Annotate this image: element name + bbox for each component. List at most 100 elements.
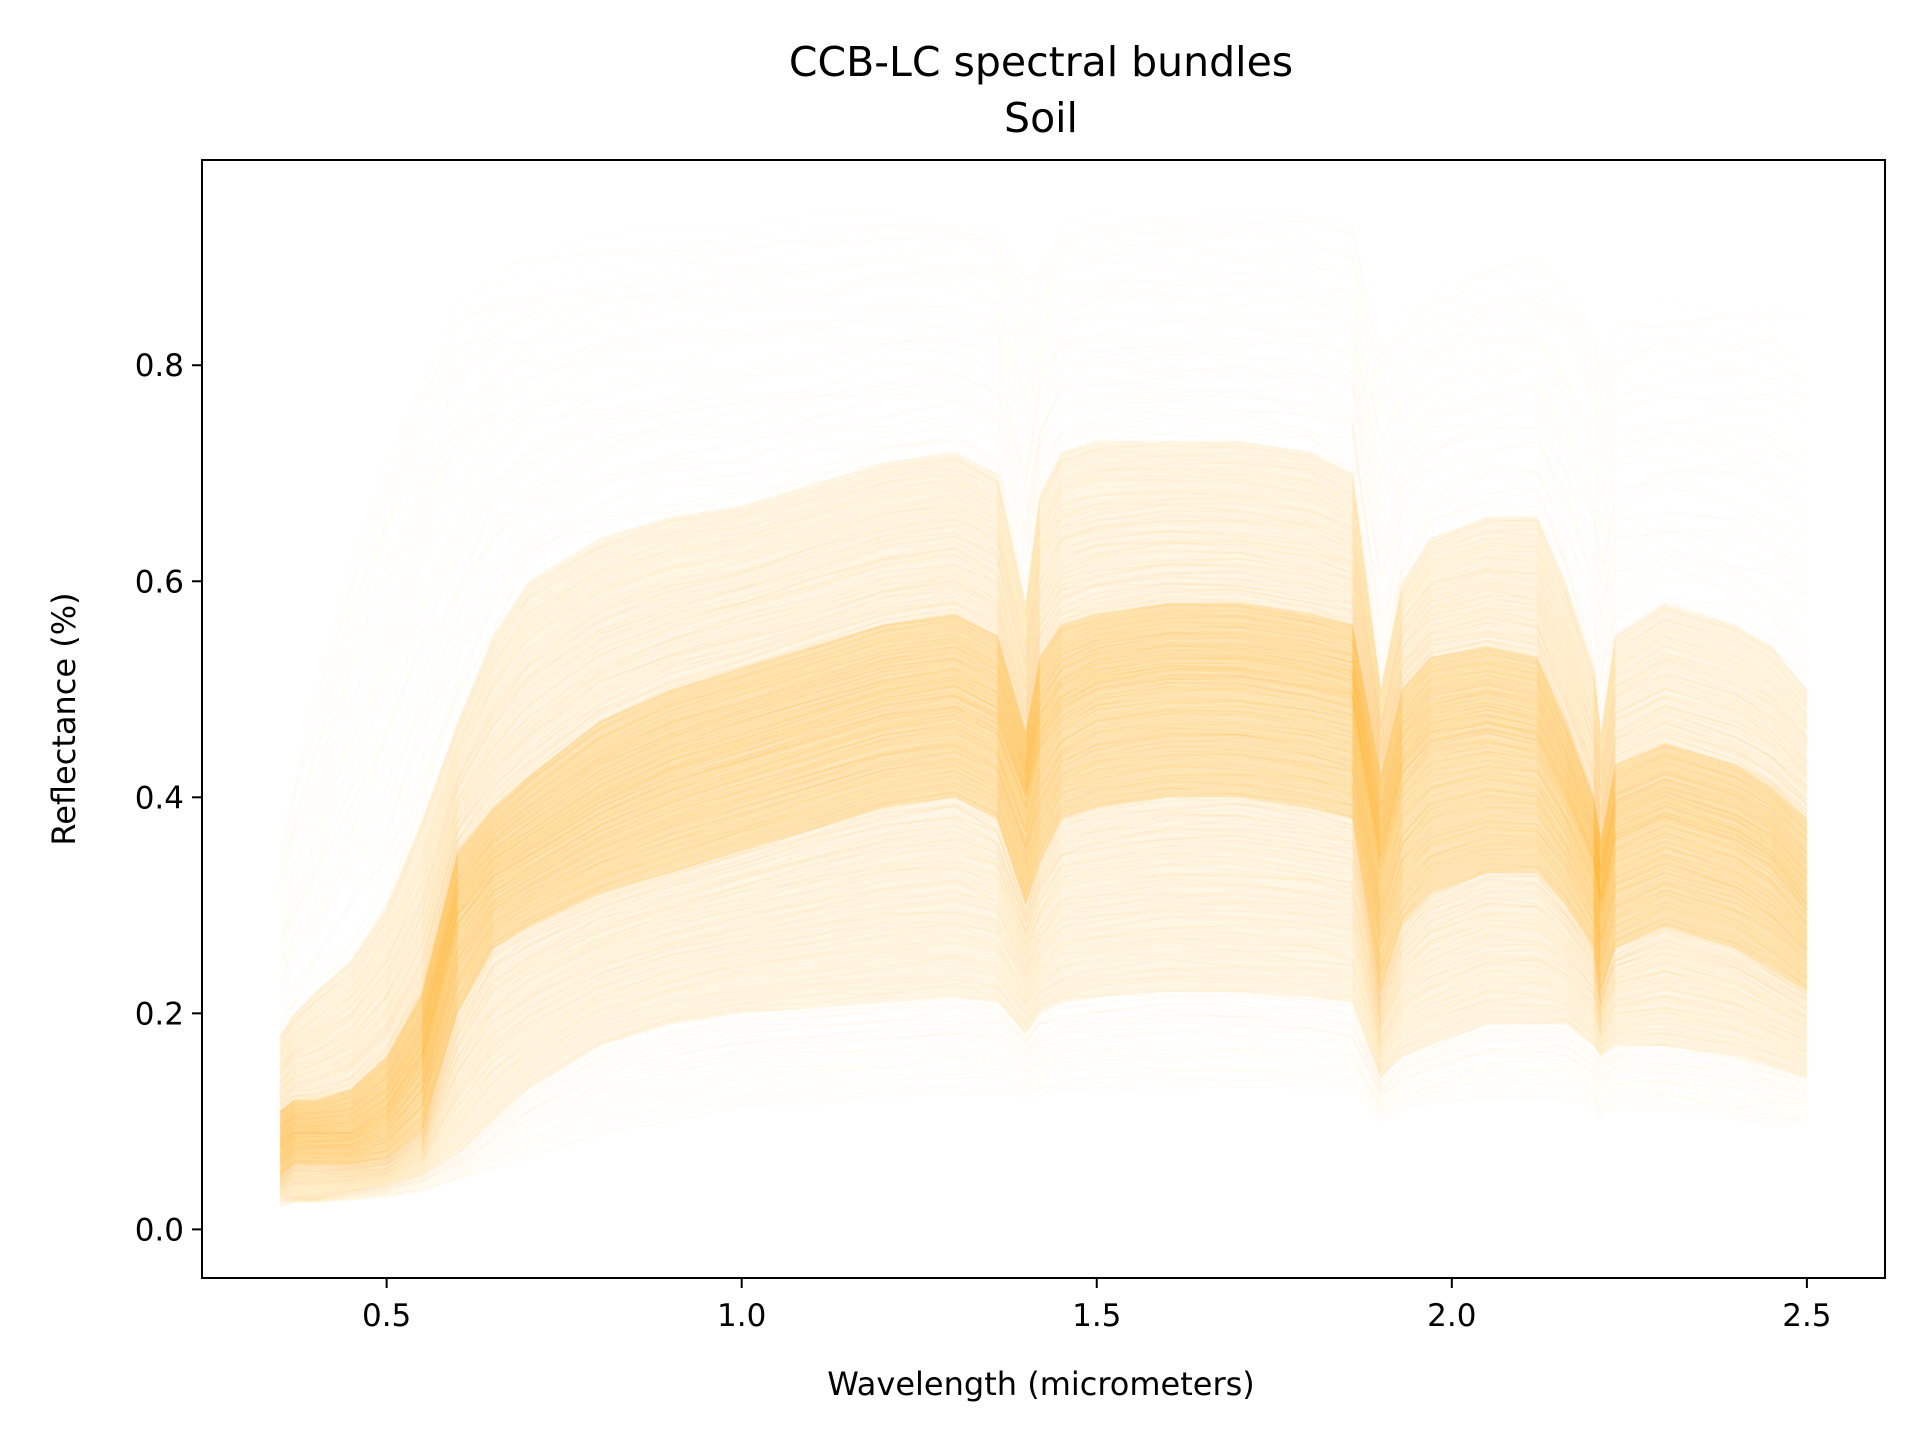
spectrum-line bbox=[279, 783, 1808, 1175]
spectrum-line bbox=[279, 595, 1808, 1109]
spectrum-line bbox=[279, 675, 1808, 1144]
y-tick-label: 0.6 bbox=[135, 564, 184, 600]
spectrum-line bbox=[279, 664, 1808, 1139]
spectrum-line bbox=[279, 617, 1808, 1119]
spectrum-line bbox=[279, 656, 1808, 1135]
spectrum-line bbox=[279, 709, 1808, 1153]
spectrum-line bbox=[279, 763, 1808, 1168]
spectrum-line bbox=[279, 723, 1808, 1157]
spectrum-line bbox=[279, 681, 1808, 1147]
spectrum-line bbox=[279, 704, 1808, 1151]
spectrum-line bbox=[279, 634, 1808, 1125]
spectrum-line bbox=[279, 644, 1808, 1129]
spectrum-line bbox=[279, 780, 1808, 1173]
spectrum-line bbox=[279, 753, 1808, 1166]
spectrum-line bbox=[279, 613, 1808, 1116]
spectrum-line bbox=[279, 733, 1808, 1160]
spectrum-line bbox=[279, 635, 1808, 1127]
spectrum-line bbox=[279, 733, 1808, 1160]
spectrum-line bbox=[279, 622, 1808, 1121]
spectrum-line bbox=[279, 642, 1808, 1128]
y-tick-label: 0.8 bbox=[135, 348, 184, 384]
spectrum-line bbox=[279, 591, 1808, 1108]
spectrum-line bbox=[279, 708, 1808, 1153]
spectrum-line bbox=[279, 614, 1808, 1117]
spectrum-line bbox=[279, 655, 1808, 1135]
x-tick-label: 2.0 bbox=[1427, 1298, 1476, 1334]
spectrum-line bbox=[279, 661, 1808, 1138]
spectrum-line bbox=[279, 752, 1808, 1165]
spectrum-line bbox=[279, 653, 1808, 1133]
plot-frame bbox=[201, 159, 1886, 1279]
spectrum-line bbox=[279, 618, 1808, 1120]
spectrum-line bbox=[279, 773, 1808, 1171]
spectrum-line bbox=[279, 717, 1808, 1155]
spectrum-line bbox=[279, 644, 1808, 1131]
spectrum-line bbox=[279, 677, 1808, 1145]
spectrum-line bbox=[279, 804, 1808, 1178]
spectrum-line bbox=[279, 687, 1808, 1148]
spectrum-line bbox=[279, 669, 1808, 1141]
spectrum-line bbox=[279, 631, 1808, 1126]
spectrum-line bbox=[279, 651, 1808, 1133]
bundle-density-band bbox=[280, 440, 1807, 1197]
spectrum-line bbox=[279, 691, 1808, 1148]
spectrum-line bbox=[279, 772, 1808, 1171]
spectrum-line bbox=[279, 743, 1808, 1163]
spectrum-line bbox=[279, 813, 1808, 1179]
spectrum-line bbox=[279, 616, 1808, 1119]
spectrum-line bbox=[279, 640, 1808, 1128]
spectrum-line bbox=[279, 620, 1808, 1120]
spectrum-line bbox=[279, 681, 1808, 1147]
spectrum-line bbox=[279, 672, 1808, 1143]
spectrum-line bbox=[279, 606, 1808, 1114]
spectrum-line bbox=[279, 614, 1808, 1119]
spectrum-line bbox=[279, 681, 1808, 1145]
spectrum-line bbox=[279, 672, 1808, 1142]
spectrum-line bbox=[279, 607, 1808, 1115]
y-axis: 0.0 0.2 0.4 0.6 0.8 bbox=[135, 348, 202, 1248]
spectrum-line bbox=[279, 748, 1808, 1165]
y-tick-label: 0.4 bbox=[135, 780, 184, 816]
spectrum-line bbox=[279, 759, 1808, 1167]
spectrum-line bbox=[279, 803, 1808, 1177]
spectrum-line bbox=[279, 581, 1808, 1105]
spectrum-line bbox=[279, 745, 1808, 1163]
spectrum-line bbox=[279, 677, 1808, 1145]
spectrum-line bbox=[279, 604, 1808, 1113]
spectrum-line bbox=[279, 700, 1808, 1150]
spectrum-line bbox=[279, 744, 1808, 1163]
spectrum-line bbox=[279, 658, 1808, 1137]
spectrum-line bbox=[279, 643, 1808, 1129]
spectrum-line bbox=[279, 652, 1808, 1134]
spectrum-line bbox=[279, 695, 1808, 1149]
spectrum-line bbox=[279, 610, 1808, 1115]
spectrum-line bbox=[279, 699, 1808, 1151]
spectrum-line bbox=[279, 614, 1808, 1117]
spectrum-line bbox=[279, 605, 1808, 1114]
spectrum-line bbox=[279, 586, 1808, 1106]
spectrum-line bbox=[279, 776, 1808, 1172]
spectrum-line bbox=[279, 625, 1808, 1122]
spectrum-line bbox=[279, 783, 1808, 1174]
spectrum-line bbox=[279, 734, 1808, 1161]
spectrum-line bbox=[279, 791, 1808, 1176]
spectrum-line bbox=[279, 761, 1808, 1168]
spectrum-line bbox=[279, 754, 1808, 1166]
spectrum-line bbox=[279, 698, 1808, 1150]
spectrum-line bbox=[279, 644, 1808, 1131]
spectrum-line bbox=[279, 748, 1808, 1164]
spectrum-line bbox=[279, 612, 1808, 1117]
spectrum-line bbox=[279, 711, 1808, 1155]
spectrum-line bbox=[279, 622, 1808, 1121]
spectrum-line bbox=[279, 609, 1808, 1116]
spectrum-line bbox=[279, 686, 1808, 1148]
spectrum-line bbox=[279, 631, 1808, 1124]
spectrum-line bbox=[279, 625, 1808, 1121]
spectrum-line bbox=[279, 620, 1808, 1120]
spectrum-line bbox=[279, 631, 1808, 1125]
spectrum-line bbox=[279, 786, 1808, 1174]
spectrum-line bbox=[279, 583, 1808, 1105]
